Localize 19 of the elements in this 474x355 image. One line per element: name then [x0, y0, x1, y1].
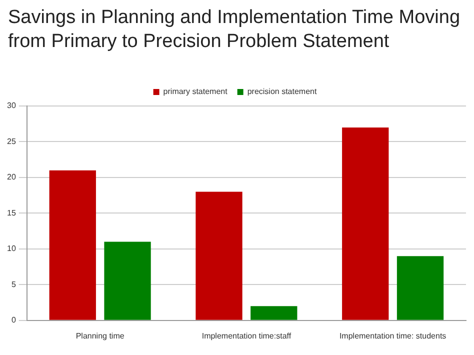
y-tick-label: 5: [11, 280, 16, 289]
bar: [342, 127, 389, 320]
y-tick-label: 20: [6, 172, 16, 182]
y-tick-label: 15: [6, 208, 16, 218]
bar: [104, 242, 151, 320]
y-tick-label: 0: [11, 316, 16, 325]
x-tick-label: Implementation time: students: [339, 331, 446, 340]
legend-label: primary statement: [163, 87, 228, 96]
bar: [196, 192, 242, 320]
bar: [250, 306, 298, 320]
bar: [49, 170, 96, 320]
y-tick-label: 30: [6, 101, 16, 110]
chart-title: Savings in Planning and Implementation Time Moving from Primary to Precision Problem Statement: [8, 6, 462, 54]
bar: [396, 256, 444, 320]
y-tick-label: 25: [6, 136, 16, 146]
legend-label: precision statement: [247, 87, 318, 96]
y-tick-label: 10: [6, 244, 16, 254]
x-tick-label: Implementation time:staff: [202, 331, 292, 340]
x-tick-label: Planning time: [76, 331, 125, 340]
